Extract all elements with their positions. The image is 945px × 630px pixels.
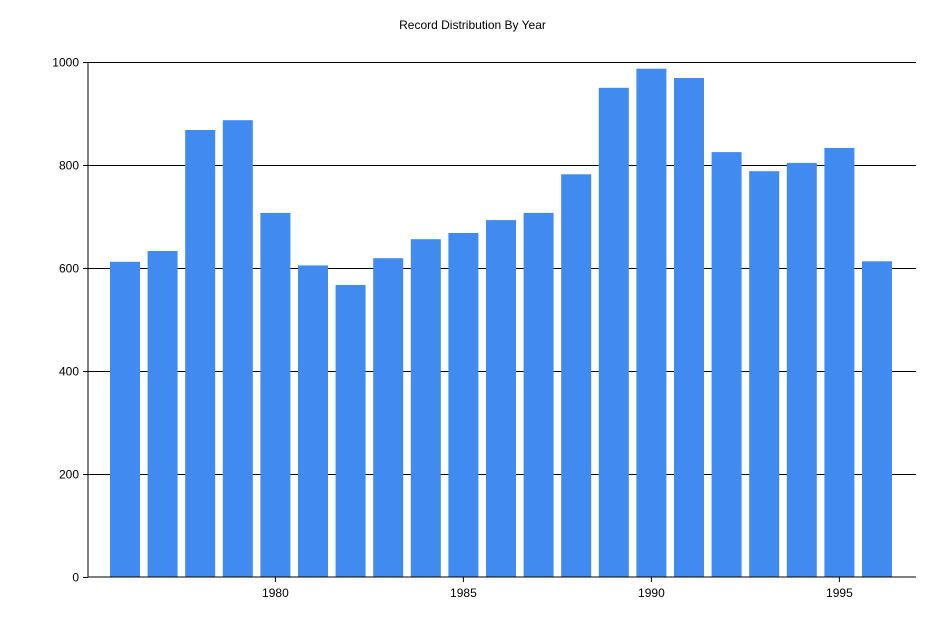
x-tick-label: 1985 xyxy=(450,586,477,600)
y-tick-label: 200 xyxy=(59,468,79,482)
bar xyxy=(448,233,479,577)
bar xyxy=(674,78,704,577)
x-tick-label: 1995 xyxy=(826,586,853,600)
bar xyxy=(222,120,253,577)
bar xyxy=(862,261,892,577)
bar xyxy=(561,174,592,578)
axes xyxy=(87,62,916,578)
bar xyxy=(486,220,516,577)
bar xyxy=(373,258,404,577)
bar xyxy=(711,152,742,577)
bar xyxy=(598,87,629,578)
bar xyxy=(147,251,178,577)
tick-labels: 0 200 400 600 800 1000 1980 1985 1990 1995 xyxy=(52,56,853,601)
bar xyxy=(410,239,441,577)
bars xyxy=(110,68,892,578)
y-tick-label: 600 xyxy=(59,262,79,276)
bar xyxy=(185,130,216,577)
bar xyxy=(110,261,140,577)
bar xyxy=(824,148,855,577)
bar xyxy=(260,212,291,577)
bar xyxy=(335,285,366,577)
bar xyxy=(636,68,667,577)
x-tick-label: 1980 xyxy=(262,586,289,600)
y-tick-label: 1000 xyxy=(52,56,79,70)
bar xyxy=(298,265,328,577)
y-tick-label: 800 xyxy=(59,159,79,173)
bar xyxy=(786,162,817,577)
chart-title: Record Distribution By Year xyxy=(399,18,546,32)
x-tick-label: 1990 xyxy=(638,586,665,600)
y-tick-label: 0 xyxy=(72,571,79,585)
bar xyxy=(749,171,780,577)
y-tick-label: 400 xyxy=(59,365,79,379)
bar xyxy=(523,212,554,577)
